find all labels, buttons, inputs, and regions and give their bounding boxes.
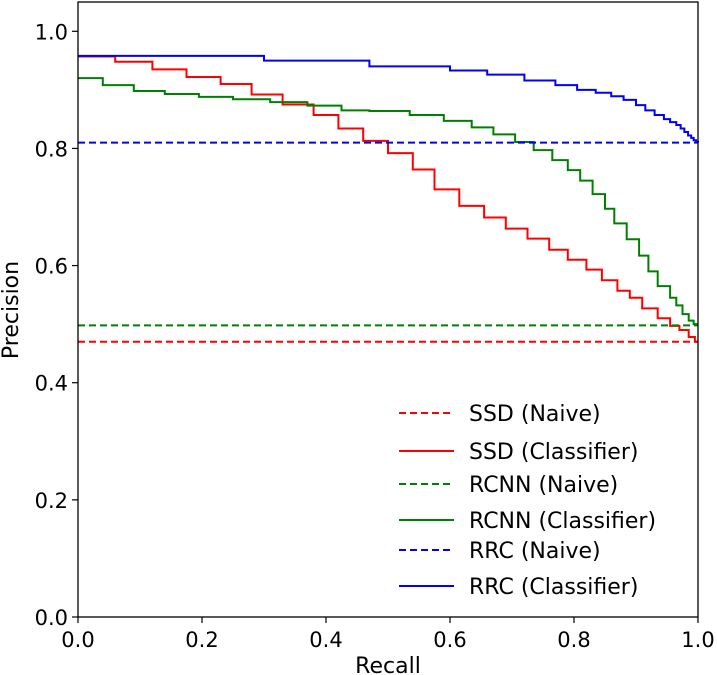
- x-tick-label: 0.6: [433, 628, 466, 652]
- legend-label-rcnn-classifier: RCNN (Classifier): [469, 509, 656, 534]
- y-tick-label: 0.6: [35, 255, 68, 279]
- legend-label-ssd-naive: SSD (Naive): [469, 402, 601, 427]
- series-line-rrc-classifier: [78, 54, 699, 143]
- series-line-rcnn-classifier: [78, 77, 698, 326]
- x-axis-label: Recall: [355, 654, 421, 675]
- y-tick-label: 0.4: [35, 372, 68, 396]
- y-tick-label: 1.0: [35, 20, 68, 44]
- plot-area: [78, 54, 699, 343]
- plot-frame: [77, 1, 699, 618]
- x-tick-label: 0.4: [309, 628, 342, 652]
- series-line-ssd-classifier: [78, 55, 698, 343]
- legend-label-rcnn-naive: RCNN (Naive): [469, 473, 618, 498]
- legend-label-rrc-classifier: RRC (Classifier): [469, 575, 638, 600]
- axis-ticks: 0.0 0.2 0.4 0.6 0.8 1.0 0.0 0.2 0.4 0.6 0.8 1.0: [35, 20, 715, 652]
- x-tick-label: 0.8: [557, 628, 590, 652]
- legend-label-ssd-classifier: SSD (Classifier): [469, 440, 638, 465]
- y-tick-label: 0.2: [35, 489, 68, 513]
- x-tick-label: 1.0: [681, 628, 714, 652]
- x-tick-label: 0.0: [61, 628, 94, 652]
- y-axis-label: Precision: [0, 261, 24, 359]
- legend-label-rrc-naive: RRC (Naive): [469, 539, 601, 564]
- y-tick-label: 0.8: [35, 137, 68, 161]
- x-tick-label: 0.2: [185, 628, 218, 652]
- y-tick-label: 0.0: [35, 606, 68, 630]
- legend: SSD (Naive) SSD (Classifier) RCNN (Naive) R…: [399, 402, 656, 600]
